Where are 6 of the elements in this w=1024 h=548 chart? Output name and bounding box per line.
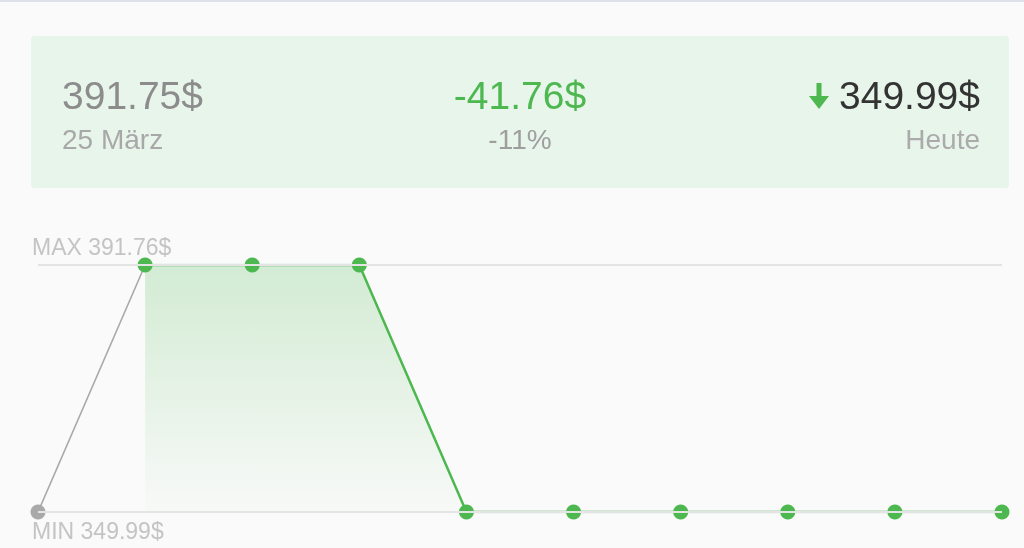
text: Heute: [904, 123, 980, 157]
text: 349.99$: [839, 74, 980, 118]
text: -11%: [487, 123, 553, 157]
text: -41.76$: [453, 74, 587, 118]
text: 391.75$: [62, 74, 203, 118]
text: 25 März: [62, 123, 165, 157]
